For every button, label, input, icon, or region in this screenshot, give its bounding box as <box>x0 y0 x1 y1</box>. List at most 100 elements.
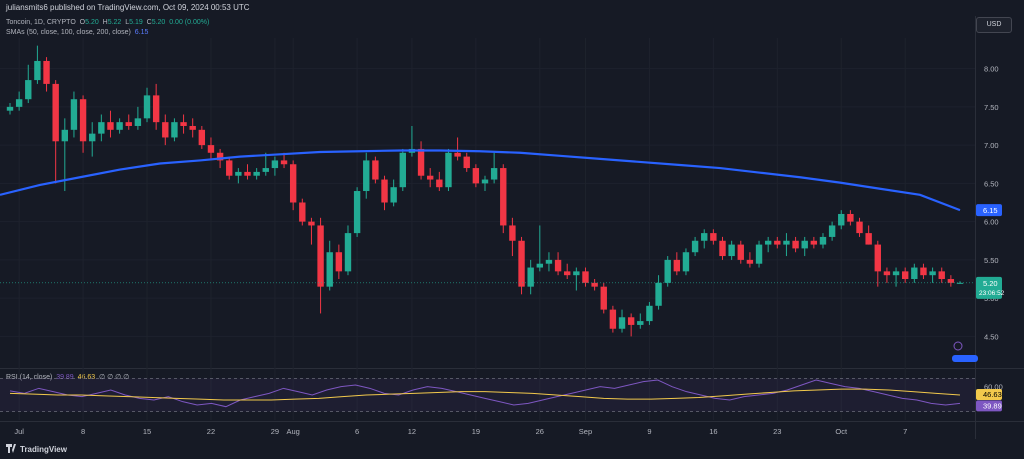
candle-body <box>545 259 553 264</box>
candle-body <box>372 160 379 180</box>
x-tick-label: 9 <box>647 427 651 436</box>
candle-body <box>226 160 233 176</box>
candle-body <box>52 83 59 142</box>
candle-body <box>819 236 827 245</box>
h-label: H <box>102 19 108 26</box>
sma-price-text: 6.15 <box>983 206 998 215</box>
candle-body <box>472 168 480 184</box>
candle-body <box>390 187 397 203</box>
candle-body <box>609 309 617 329</box>
candle-body <box>746 259 754 264</box>
x-tick-label: Jul <box>14 427 24 436</box>
candle-body <box>107 122 114 130</box>
candle-body <box>70 99 78 130</box>
y-tick-label: 7.50 <box>984 103 999 112</box>
candle-body <box>481 179 489 184</box>
rsi-band <box>0 378 975 412</box>
candle-body <box>600 286 607 310</box>
candle-body <box>938 271 945 280</box>
candle-body <box>125 122 132 126</box>
candle-body <box>244 171 251 176</box>
rsi-tick-label: 60.00 <box>984 383 1003 392</box>
tradingview-logo-icon <box>6 444 16 453</box>
candle-body <box>335 252 343 272</box>
candle-body <box>801 240 808 249</box>
candle-body <box>134 118 142 126</box>
last-price-tag <box>976 276 1002 299</box>
currency-button[interactable]: USD <box>976 17 1012 33</box>
publish-info: juliansmits6 published on TradingView.co… <box>6 3 250 12</box>
candle-body <box>271 160 279 169</box>
rsi-value: 39.89 <box>56 374 74 381</box>
candle-body <box>929 271 936 276</box>
candle-body <box>353 191 361 234</box>
candle-body <box>61 129 69 142</box>
l-value: 5.19 <box>129 19 143 26</box>
candle-body <box>911 267 918 280</box>
price-chart[interactable]: 8.00 7.50 7.00 6.50 6.00 5.50 5.00 4.50 Jul 8 15 22… <box>0 0 1024 439</box>
candle-body <box>554 259 562 272</box>
brand-label: TradingView <box>20 445 67 454</box>
candle-body <box>308 221 315 226</box>
x-tick-label: 26 <box>536 427 544 436</box>
candle-body <box>901 271 909 280</box>
candle-body <box>198 129 206 146</box>
candle-body <box>701 233 708 241</box>
candle-body <box>79 99 87 142</box>
candle-body <box>207 145 215 153</box>
candle-body <box>98 122 105 134</box>
candle-body <box>691 240 699 253</box>
rsi-line <box>9 379 961 408</box>
candle-body <box>509 225 516 241</box>
candle-body <box>116 122 123 130</box>
candle-body <box>673 259 681 272</box>
candle-body <box>43 60 50 84</box>
y-tick-label: 4.50 <box>984 332 999 341</box>
y-tick-label: 6.00 <box>984 218 999 227</box>
candle-body <box>874 244 881 272</box>
candle-body <box>719 240 726 257</box>
candle-body <box>417 148 425 176</box>
candle-body <box>527 267 534 287</box>
sma-legend: SMAs (50, close, 100, close, 200, close)… <box>6 29 148 36</box>
x-tick-label: Sep <box>579 427 592 436</box>
candle-body <box>947 279 955 283</box>
x-tick-label: Aug <box>286 427 299 436</box>
candle-body <box>189 125 196 130</box>
candle-body <box>664 259 671 283</box>
rsi-ma-value: 46.63 <box>77 374 96 381</box>
y-tick-label: 5.50 <box>984 256 999 265</box>
footer: TradingView <box>0 439 1024 459</box>
x-tick-label: 19 <box>472 427 480 436</box>
candle-body <box>618 317 626 329</box>
candle-body <box>655 282 662 306</box>
o-label: O <box>79 19 86 26</box>
candle-body <box>728 244 735 257</box>
candle-body <box>253 171 260 176</box>
x-tick-label: 6 <box>355 427 359 436</box>
candle-body <box>262 168 269 172</box>
x-tick-label: 15 <box>143 427 151 436</box>
x-tick-label: 22 <box>207 427 215 436</box>
candle-body <box>828 225 836 237</box>
c-value: 5.20 <box>151 19 166 26</box>
candle-body <box>363 160 370 192</box>
candle-body <box>646 305 653 322</box>
x-tick-label: 29 <box>271 427 279 436</box>
candle-body <box>34 60 41 81</box>
candle-body <box>171 122 178 138</box>
candle-body <box>591 282 598 287</box>
candle-body <box>6 106 14 111</box>
rsi-text: 39.89 <box>983 401 1002 410</box>
sma-label: SMAs (50, close, 100, close, 200, close) <box>6 29 131 36</box>
candle-body <box>764 240 772 245</box>
candle-body <box>180 122 187 126</box>
rsi-ma-tag <box>976 389 1002 400</box>
candle-body <box>162 122 169 138</box>
candle-body <box>573 271 580 276</box>
main-legend: Toncoin, 1D, CRYPTO O5.20 H5.22 L5.19 C5… <box>6 19 209 26</box>
candle-body <box>235 171 242 176</box>
x-tick-label: 23 <box>773 427 781 436</box>
candle-body <box>774 240 781 245</box>
sma-value: 6.15 <box>134 29 149 36</box>
